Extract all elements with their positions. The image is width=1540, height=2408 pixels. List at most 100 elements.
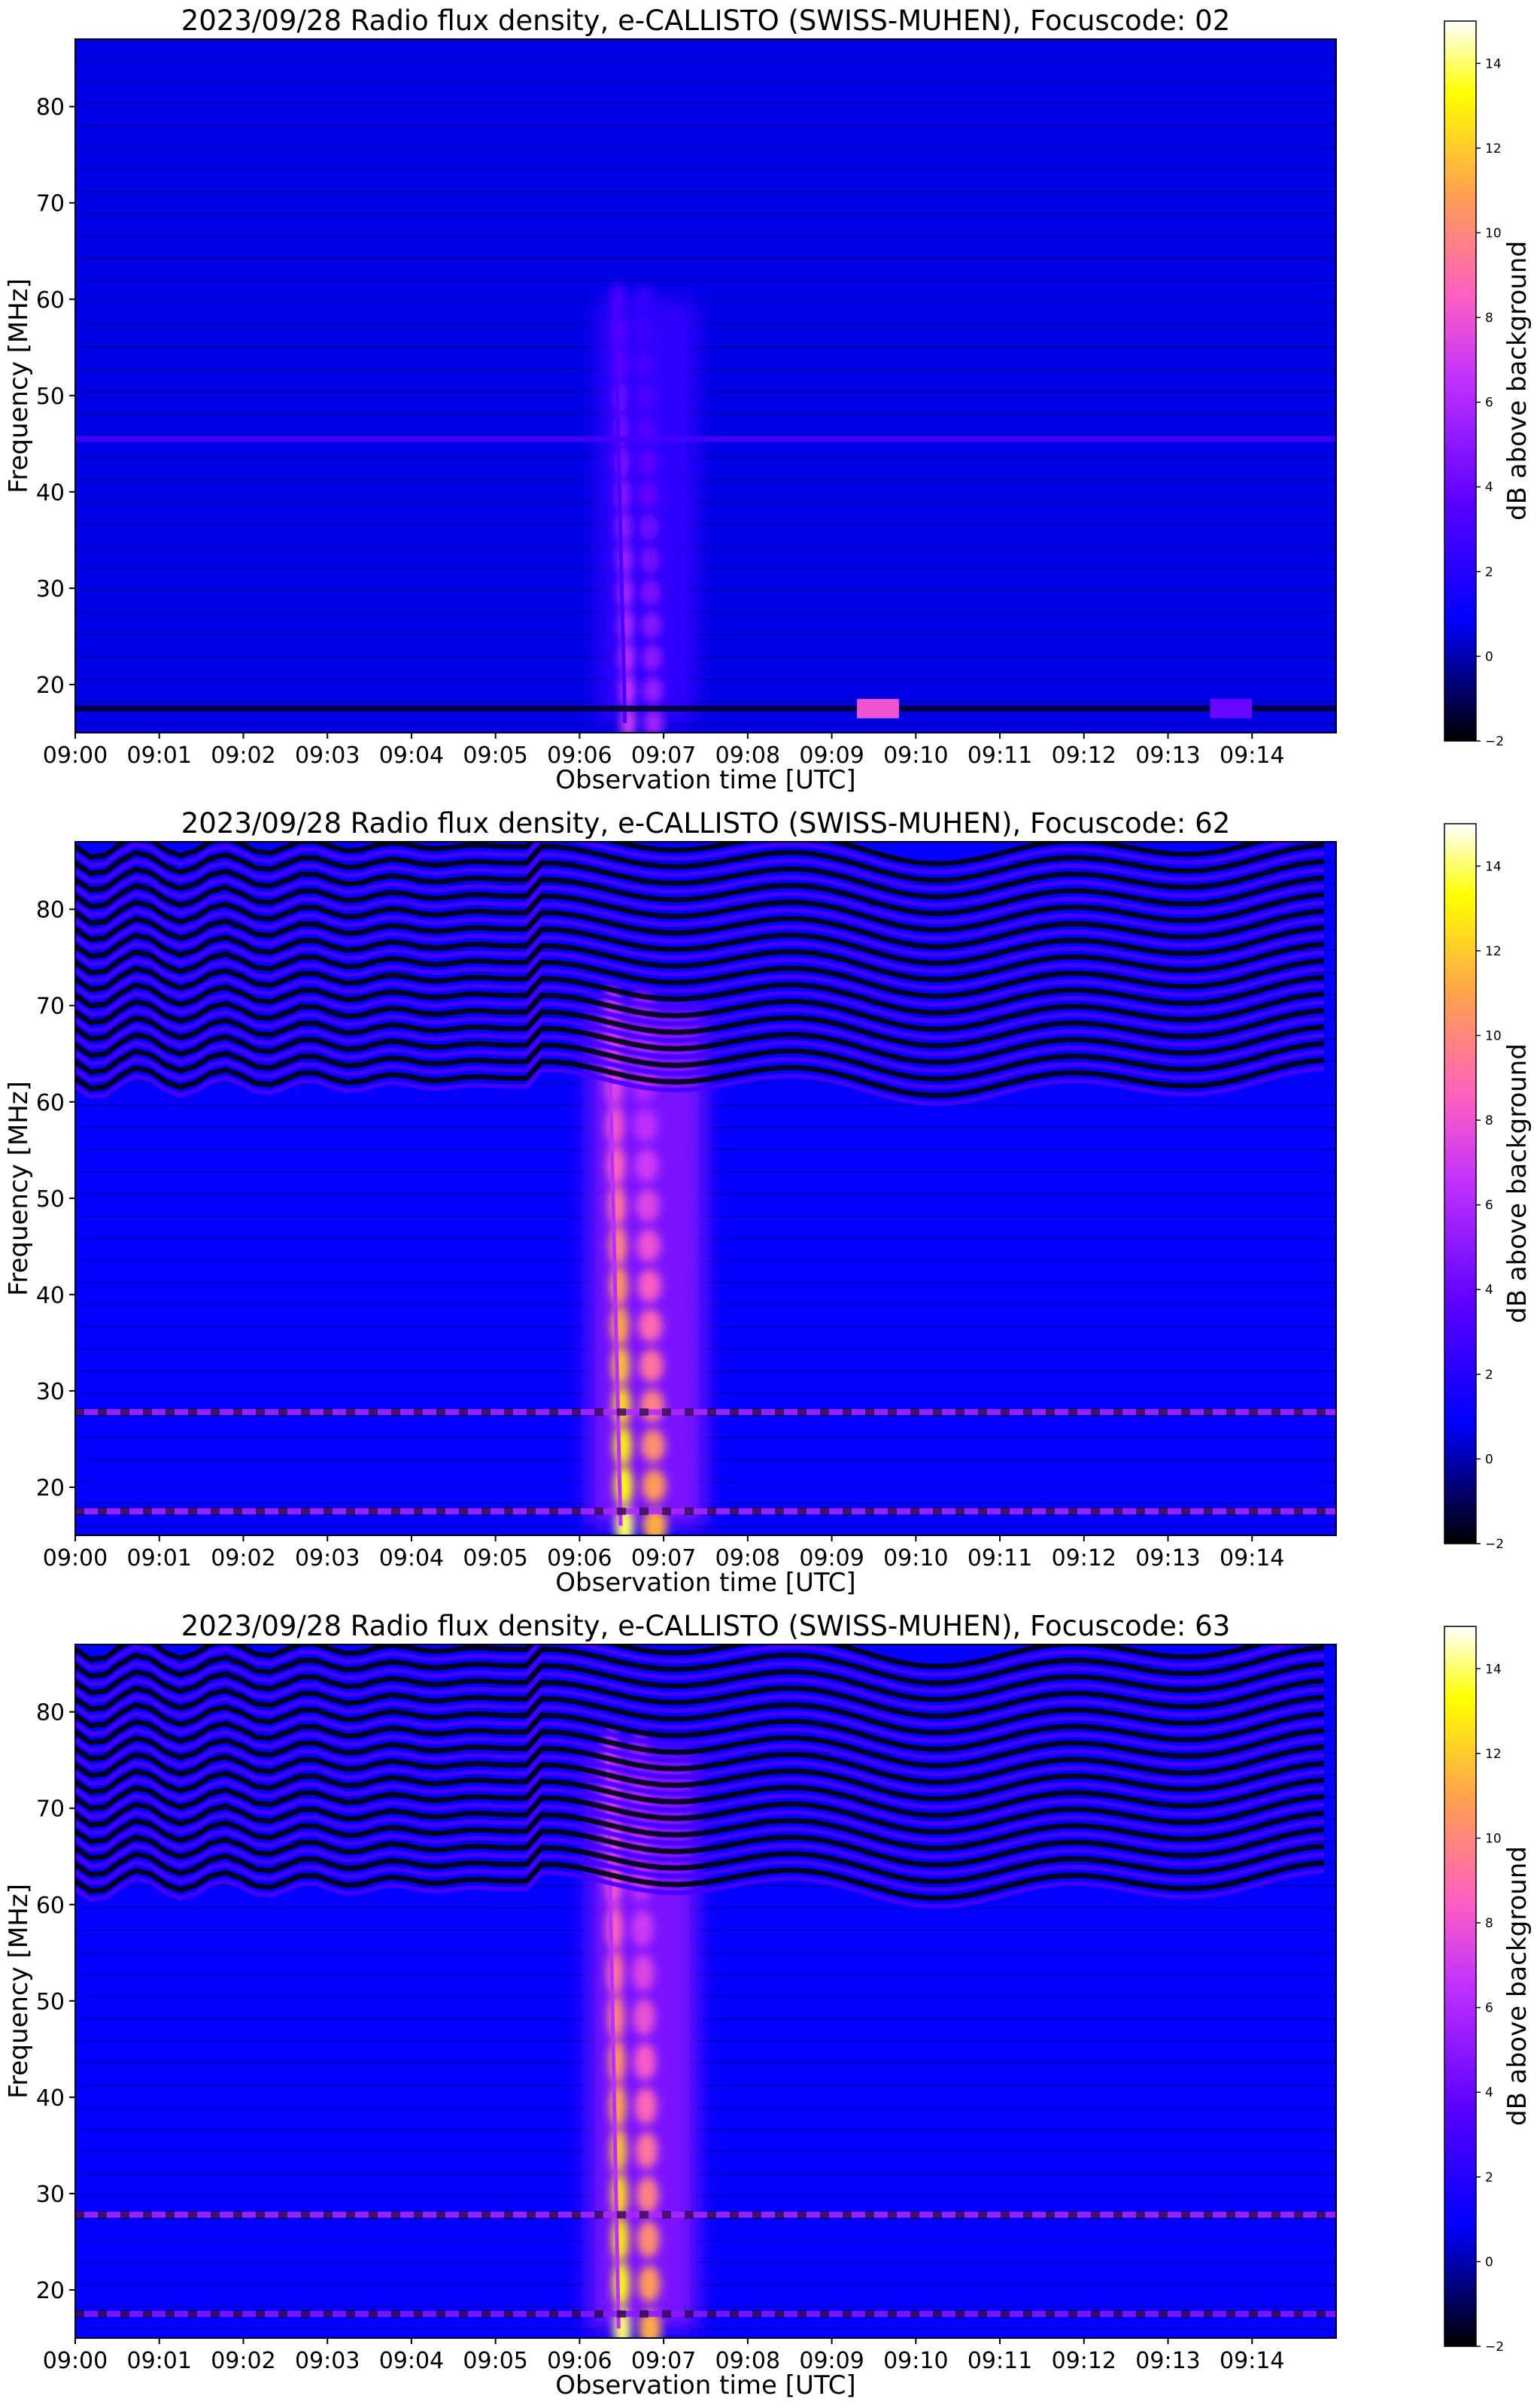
colorbar: −2 0 2 4 6 8 10 12 14 dB above background (1444, 20, 1532, 749)
channel-line (75, 213, 1336, 215)
burst-echo (640, 1429, 666, 1463)
band-gap (865, 1507, 874, 1515)
colorbar-tick-label: 4 (1485, 1283, 1493, 1298)
channel-line (75, 1752, 1336, 1754)
x-tick-label: 09:14 (1220, 1545, 1284, 1571)
channel-line (75, 302, 1336, 304)
stripe (75, 1760, 1325, 1802)
channel-line (75, 634, 1336, 636)
band-gap (572, 1408, 581, 1417)
y-tick-label: 20 (36, 673, 65, 699)
colorbar-tick-label: 6 (1485, 396, 1493, 411)
spectrogram-plot (74, 841, 1337, 1536)
y-tick-label: 60 (36, 287, 65, 314)
stripe (75, 842, 1325, 883)
y-tick-label: 50 (36, 384, 65, 410)
x-tick-label: 09:02 (211, 2348, 275, 2374)
band-gap (752, 2211, 761, 2219)
band-gap (278, 2309, 287, 2318)
band-gap (685, 1507, 694, 1515)
band-gap (1113, 1507, 1122, 1515)
band-gap (211, 1408, 220, 1417)
x-tick-label: 09:14 (1220, 2348, 1284, 2374)
channel-line (75, 1259, 1336, 1262)
band-gap (436, 2211, 445, 2219)
channel-line (75, 1663, 1336, 1666)
emission-patch (857, 699, 899, 718)
y-axis: 20 30 40 50 60 70 80 (36, 95, 75, 699)
band-gap (120, 1408, 129, 1417)
band-gap (120, 2211, 129, 2219)
band-gap (75, 1408, 84, 1417)
burst-edge (612, 299, 627, 724)
channel-line (75, 2018, 1336, 2020)
band-gap (639, 1507, 649, 1515)
band-gap (1113, 1408, 1122, 1417)
channel-line (75, 949, 1336, 951)
colorbar-tick-label: 8 (1485, 1113, 1493, 1128)
band-gap (752, 2309, 761, 2318)
x-tick-label: 09:11 (967, 1545, 1032, 1571)
band-gap (278, 1408, 287, 1417)
band-gap (843, 2309, 852, 2318)
band-gap (1294, 2309, 1303, 2318)
burst-core (609, 1265, 628, 1307)
band-gap (301, 1408, 310, 1417)
panel-2: 2023/09/28 Radio flux density, e-CALLIST… (4, 807, 1532, 1598)
stripe (75, 1836, 1325, 1876)
channel-line (75, 280, 1336, 281)
band-gap (820, 1408, 829, 1417)
burst-echo (635, 2132, 658, 2170)
stripe (75, 967, 1325, 1007)
channel-line (75, 2239, 1336, 2241)
spectrogram-heatmap (75, 1644, 1336, 2338)
band-gap (685, 2211, 694, 2219)
x-tick-label: 09:09 (799, 2348, 864, 2374)
y-tick-label: 80 (36, 1700, 65, 1726)
band-gap (391, 2309, 400, 2318)
channel-line (75, 390, 1336, 392)
band-gap (436, 1408, 445, 1417)
channel-line (75, 568, 1336, 569)
x-tick-label: 09:12 (1052, 742, 1116, 769)
band-gap (1249, 1408, 1258, 1417)
stripe (75, 1644, 1325, 1686)
channel-line (75, 2151, 1336, 2153)
channel-line (75, 2217, 1336, 2219)
x-axis-label: Observation time [UTC] (555, 2370, 855, 2400)
band-gap (323, 2309, 333, 2318)
channel-line (75, 2284, 1336, 2285)
x-tick-label: 09:11 (967, 742, 1032, 769)
stripe (75, 1869, 1325, 1909)
burst-edge (605, 1750, 621, 2329)
burst-core (608, 1185, 627, 1226)
colorbar: −2 0 2 4 6 8 10 12 14 dB above background (1444, 823, 1532, 1552)
band-gap (797, 2211, 806, 2219)
band-gap (75, 1507, 84, 1515)
band-gap (1068, 1507, 1077, 1515)
band-gap (98, 1408, 107, 1417)
band-gap (188, 1408, 197, 1417)
burst-core (606, 1105, 624, 1146)
band-gap (504, 1408, 513, 1417)
band-gap (369, 2211, 378, 2219)
band-gap (256, 1408, 265, 1417)
burst-echo (636, 1268, 662, 1303)
channel-line (75, 1171, 1336, 1173)
band-gap (775, 2211, 784, 2219)
burst-echo (633, 1109, 658, 1143)
stripe (75, 1049, 1325, 1090)
band-gap (1317, 2211, 1326, 2219)
stripe (75, 1720, 1325, 1760)
band-gap (888, 1408, 897, 1417)
burst-echo (637, 448, 658, 476)
burst-echo (642, 1508, 667, 1535)
band-gap (1226, 1408, 1235, 1417)
band-gap (617, 2309, 626, 2318)
band-gap (1159, 1507, 1168, 1515)
band-gap (233, 2309, 242, 2318)
x-tick-label: 09:01 (126, 2348, 191, 2374)
stripe (75, 842, 1301, 875)
stripe (75, 1678, 1325, 1719)
burst-core (609, 1225, 627, 1267)
